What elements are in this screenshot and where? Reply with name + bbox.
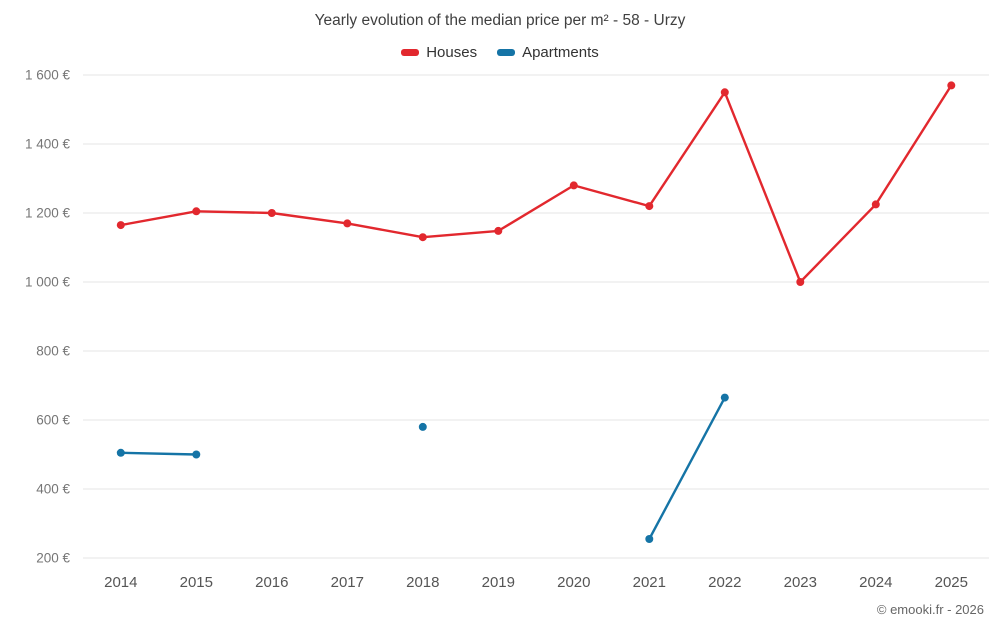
legend-label: Houses bbox=[426, 44, 478, 61]
data-point-apartments-2021[interactable] bbox=[645, 535, 654, 543]
x-axis-label: 2021 bbox=[633, 574, 666, 591]
data-point-houses-2020[interactable] bbox=[569, 181, 578, 190]
y-axis-label: 1 200 € bbox=[25, 206, 71, 221]
data-point-houses-2024[interactable] bbox=[871, 200, 880, 209]
data-point-houses-2023[interactable] bbox=[796, 278, 805, 286]
legend-swatch-houses bbox=[401, 49, 420, 56]
y-axis-label: 1 400 € bbox=[25, 137, 71, 152]
data-point-houses-2019[interactable] bbox=[494, 226, 503, 235]
data-point-apartments-2018[interactable] bbox=[418, 422, 427, 431]
legend-swatch-apartments bbox=[497, 49, 516, 56]
data-point-houses-2021[interactable] bbox=[645, 202, 654, 211]
data-point-apartments-2015[interactable] bbox=[192, 450, 201, 459]
chart-title: Yearly evolution of the median price per… bbox=[314, 12, 686, 29]
legend-item-apartments[interactable]: Apartments bbox=[497, 44, 599, 61]
data-point-houses-2015[interactable] bbox=[192, 207, 201, 216]
data-point-apartments-2014[interactable] bbox=[116, 448, 125, 457]
y-axis-label: 400 € bbox=[36, 482, 70, 497]
x-axis-label: 2020 bbox=[557, 574, 590, 591]
legend-label: Apartments bbox=[522, 44, 599, 61]
x-axis-label: 2014 bbox=[104, 574, 137, 591]
legend-item-houses[interactable]: Houses bbox=[401, 44, 477, 61]
x-axis-label: 2024 bbox=[859, 574, 892, 591]
copyright: © emooki.fr - 2026 bbox=[876, 602, 984, 617]
series-line-apartments bbox=[119, 396, 726, 541]
y-axis-label: 800 € bbox=[36, 344, 70, 359]
x-axis-label: 2018 bbox=[406, 574, 439, 591]
data-point-houses-2017[interactable] bbox=[343, 219, 352, 228]
x-axis-label: 2016 bbox=[255, 574, 288, 591]
data-point-houses-2016[interactable] bbox=[267, 209, 276, 217]
data-point-houses-2014[interactable] bbox=[116, 221, 125, 230]
x-axis-label: 2015 bbox=[180, 574, 213, 591]
legend: Houses Apartments bbox=[0, 44, 1000, 61]
x-axis-label: 2025 bbox=[935, 574, 968, 591]
series-line-houses bbox=[119, 84, 953, 284]
data-point-houses-2018[interactable] bbox=[418, 233, 427, 242]
y-axis-label: 1 000 € bbox=[25, 275, 71, 290]
x-axis-label: 2019 bbox=[482, 574, 515, 591]
y-axis-label: 1 600 € bbox=[25, 68, 71, 83]
y-axis-label: 200 € bbox=[36, 551, 70, 566]
data-point-houses-2022[interactable] bbox=[720, 88, 729, 97]
y-axis-label: 600 € bbox=[36, 413, 70, 428]
data-point-apartments-2022[interactable] bbox=[720, 393, 729, 402]
x-axis-label: 2023 bbox=[784, 574, 817, 591]
data-point-houses-2025[interactable] bbox=[947, 81, 956, 90]
x-axis-label: 2017 bbox=[331, 574, 364, 591]
x-axis-label: 2022 bbox=[708, 574, 741, 591]
